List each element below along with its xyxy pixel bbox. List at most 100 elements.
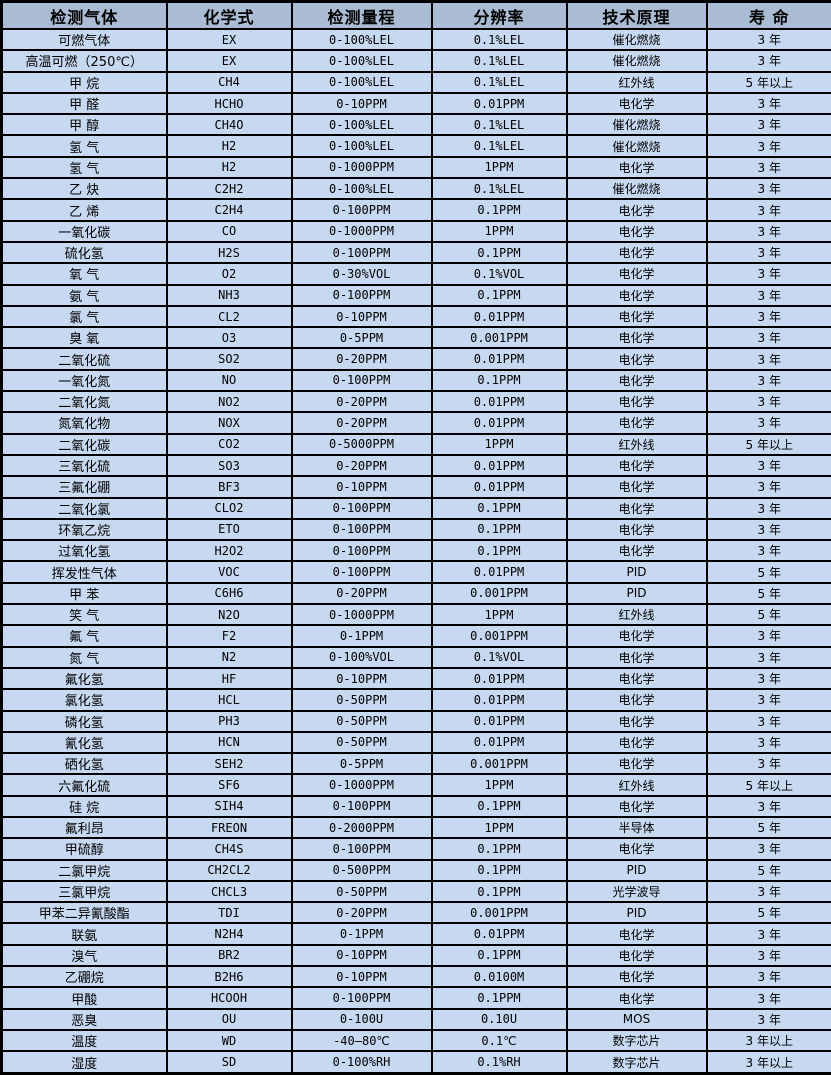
cell-range: 0-10PPM xyxy=(290,91,433,116)
cell-gas: 乙 炔 xyxy=(0,177,168,201)
cell-resolution: 1PPM xyxy=(430,219,568,243)
cell-range: 0-5000PPM xyxy=(290,432,433,456)
cell-resolution: 0.1PPM xyxy=(430,240,568,265)
column-header-resolution: 分辨率 xyxy=(430,0,568,30)
cell-lifespan: 3 年 xyxy=(705,709,831,733)
cell-resolution: 0.01PPM xyxy=(430,304,568,329)
cell-formula: SO2 xyxy=(165,347,293,371)
cell-principle: 电化学 xyxy=(565,91,708,116)
cell-principle: 电化学 xyxy=(565,304,708,329)
cell-lifespan: 5 年 xyxy=(705,581,831,606)
cell-lifespan: 3 年 xyxy=(705,91,831,116)
cell-resolution: 0.01PPM xyxy=(430,453,568,478)
cell-gas: 溴气 xyxy=(0,943,168,968)
cell-gas: 甲苯二异氰酸酯 xyxy=(0,901,168,925)
cell-formula: N2H4 xyxy=(165,922,293,946)
cell-gas: 硅 烷 xyxy=(0,794,168,818)
cell-resolution: 0.1PPM xyxy=(430,858,568,882)
cell-lifespan: 3 年 xyxy=(705,539,831,563)
cell-formula: CO2 xyxy=(165,432,293,456)
cell-lifespan: 3 年 xyxy=(705,666,831,691)
cell-lifespan: 3 年 xyxy=(705,453,831,478)
cell-range: 0-1000PPM xyxy=(290,155,433,180)
cell-resolution: 0.01PPM xyxy=(430,709,568,733)
cell-gas: 可燃气体 xyxy=(0,27,168,52)
table-row: 一氧化碳 CO 0-1000PPM 1PPM 电化学 3 年 xyxy=(0,219,831,243)
table-row: 可燃气体 EX 0-100%LEL 0.1%LEL 催化燃烧 3 年 xyxy=(0,27,831,52)
cell-lifespan: 3 年以上 xyxy=(705,1028,831,1053)
cell-principle: 电化学 xyxy=(565,496,708,520)
cell-principle: PID xyxy=(565,901,708,925)
cell-range: 0-10PPM xyxy=(290,666,433,691)
cell-gas: 硫化氢 xyxy=(0,240,168,265)
cell-resolution: 0.1%RH xyxy=(430,1050,568,1075)
cell-gas: 三氯甲烷 xyxy=(0,879,168,904)
header-row: 检测气体 化学式 检测量程 分辨率 技术原理寿 命 xyxy=(0,0,831,30)
table-row: 氮 气 N2 0-100%VOL 0.1%VOL 电化学 3 年 xyxy=(0,645,831,669)
cell-formula: H2 xyxy=(165,155,293,180)
cell-gas: 湿度 xyxy=(0,1050,168,1075)
cell-resolution: 0.001PPM xyxy=(430,752,568,776)
table-row: 二氧化氮 NO2 0-20PPM 0.01PPM 电化学 3 年 xyxy=(0,390,831,414)
cell-gas: 氮 气 xyxy=(0,645,168,669)
cell-range: 0-500PPM xyxy=(290,858,433,882)
cell-lifespan: 3 年以上 xyxy=(705,1050,831,1075)
table-row: 甲 烷 CH4 0-100%LEL 0.1%LEL 红外线 5 年以上 xyxy=(0,70,831,94)
cell-formula: OU xyxy=(165,1007,293,1031)
cell-gas: 恶臭 xyxy=(0,1007,168,1031)
cell-lifespan: 3 年 xyxy=(705,922,831,946)
cell-lifespan: 5 年 xyxy=(705,603,831,627)
cell-resolution: 0.01PPM xyxy=(430,411,568,435)
cell-lifespan: 3 年 xyxy=(705,177,831,201)
cell-formula: CLO2 xyxy=(165,496,293,520)
cell-lifespan: 5 年以上 xyxy=(705,70,831,94)
cell-formula: NOX xyxy=(165,411,293,435)
cell-range: 0-100PPM xyxy=(290,198,433,222)
cell-lifespan: 3 年 xyxy=(705,326,831,350)
cell-resolution: 0.1℃ xyxy=(430,1028,568,1053)
cell-principle: 电化学 xyxy=(565,240,708,265)
cell-resolution: 0.1PPM xyxy=(430,986,568,1010)
cell-range: 0-20PPM xyxy=(290,411,433,435)
cell-gas: 六氟化硫 xyxy=(0,773,168,797)
cell-formula: CO xyxy=(165,219,293,243)
cell-range: 0-100PPM xyxy=(290,517,433,542)
cell-lifespan: 3 年 xyxy=(705,155,831,180)
cell-resolution: 0.001PPM xyxy=(430,901,568,925)
cell-principle: 电化学 xyxy=(565,219,708,243)
cell-lifespan: 3 年 xyxy=(705,240,831,265)
table-row: 恶臭 OU 0-100U 0.10U MOS 3 年 xyxy=(0,1007,831,1031)
cell-range: 0-100%LEL xyxy=(290,49,433,73)
cell-lifespan: 3 年 xyxy=(705,965,831,989)
cell-range: 0-100PPM xyxy=(290,837,433,861)
cell-lifespan: 3 年 xyxy=(705,688,831,712)
table-row: 氟利昂 FREON 0-2000PPM 1PPM 半导体 5 年 xyxy=(0,815,831,840)
cell-gas: 甲酸 xyxy=(0,986,168,1010)
cell-formula: SIH4 xyxy=(165,794,293,818)
cell-formula: HF xyxy=(165,666,293,691)
cell-range: 0-1000PPM xyxy=(290,219,433,243)
cell-gas: 三氟化硼 xyxy=(0,475,168,499)
cell-principle: PID xyxy=(565,858,708,882)
cell-formula: SEH2 xyxy=(165,752,293,776)
cell-principle: 电化学 xyxy=(565,262,708,286)
cell-formula: HCOOH xyxy=(165,986,293,1010)
table-row: 二氧化碳 CO2 0-5000PPM 1PPM 红外线 5 年以上 xyxy=(0,432,831,456)
cell-principle: 电化学 xyxy=(565,709,708,733)
table-row: 甲 苯 C6H6 0-20PPM 0.001PPM PID 5 年 xyxy=(0,581,831,606)
column-header-lifespan: 寿 命 xyxy=(705,0,831,30)
cell-range: 0-50PPM xyxy=(290,879,433,904)
cell-gas: 二氧化氮 xyxy=(0,390,168,414)
cell-principle: 电化学 xyxy=(565,368,708,393)
table-row: 氟 气 F2 0-1PPM 0.001PPM 电化学 3 年 xyxy=(0,624,831,648)
cell-principle: 电化学 xyxy=(565,837,708,861)
cell-lifespan: 3 年 xyxy=(705,304,831,329)
cell-range: 0-100PPM xyxy=(290,539,433,563)
cell-resolution: 0.1%LEL xyxy=(430,27,568,52)
table-row: 臭 氧 O3 0-5PPM 0.001PPM 电化学 3 年 xyxy=(0,326,831,350)
cell-principle: 红外线 xyxy=(565,773,708,797)
table-row: 挥发性气体 VOC 0-100PPM 0.01PPM PID 5 年 xyxy=(0,560,831,584)
cell-principle: 电化学 xyxy=(565,688,708,712)
cell-formula: CL2 xyxy=(165,304,293,329)
cell-principle: 电化学 xyxy=(565,752,708,776)
